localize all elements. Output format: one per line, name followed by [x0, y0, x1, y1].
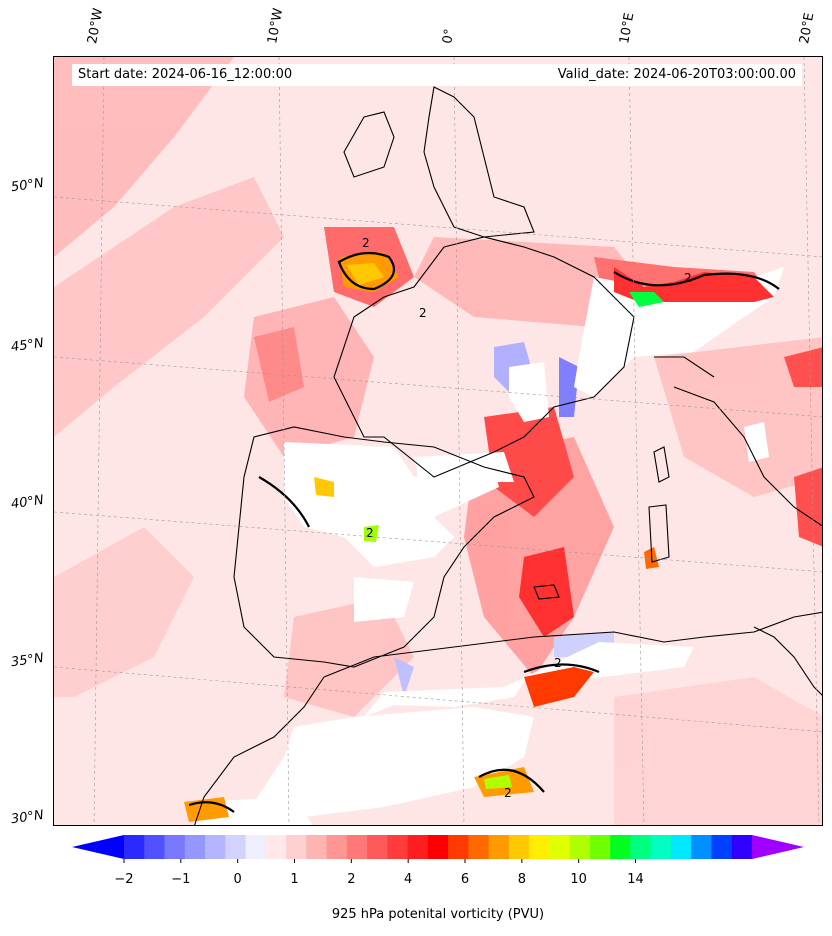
colorbar-segment: [488, 835, 510, 859]
lat-label-45n: 45°N: [10, 335, 45, 356]
colorbar-segment: [630, 835, 652, 859]
colorbar-segment: [711, 835, 733, 859]
lon-label-10w: 10°W: [265, 7, 287, 46]
lon-label-20w: 20°W: [85, 7, 107, 46]
colorbar-segment: [245, 835, 267, 859]
colorbar-tick-label: −1: [171, 872, 191, 887]
colorbar-tick-label: 0: [233, 872, 242, 887]
colorbar-segment: [448, 835, 469, 859]
colorbar-segment: [225, 835, 247, 859]
coastlines: [194, 86, 822, 825]
colorbar-tick-label: 8: [517, 872, 526, 887]
colorbar-tick-label: 4: [404, 872, 413, 887]
colorbar-segment: [731, 835, 753, 859]
lat-label-40n: 40°N: [10, 492, 45, 513]
lon-label-0: 0°: [440, 27, 458, 45]
valid-date-text: Valid_date: 2024-06-20T03:00:00.00: [557, 67, 796, 82]
contour-label: 2: [504, 786, 512, 800]
pv-shading-pink: [54, 57, 822, 825]
lon-label-10e: 10°E: [617, 11, 638, 45]
colorbar-tick-label: 6: [460, 872, 470, 887]
colorbar-segment: [326, 835, 348, 859]
colorbar-extend-high: [752, 835, 804, 859]
colorbar-segment: [610, 835, 631, 859]
colorbar-extend-low: [72, 835, 124, 859]
map-panel: 2 2 2 2 2 2: [53, 56, 823, 826]
colorbar-segment: [650, 835, 672, 859]
colorbar-segment: [407, 835, 429, 859]
lon-label-20e: 20°E: [797, 11, 818, 45]
colorbar-segment: [691, 835, 712, 859]
colorbar-segment: [529, 835, 550, 859]
colorbar-segment: [468, 835, 490, 859]
pv-2-contours: [188, 251, 780, 813]
colorbar-segment: [670, 835, 692, 859]
colorbar-segment: [367, 835, 388, 859]
colorbar-segment: [549, 835, 571, 859]
graticule: [54, 57, 822, 825]
colorbar-segment: [286, 835, 307, 859]
colorbar-segment: [306, 835, 328, 859]
pv-field-map: 2 2 2 2 2 2: [54, 57, 822, 825]
start-date-text: Start date: 2024-06-16_12:00:00: [78, 67, 293, 82]
colorbar-tick-label: 2: [347, 872, 356, 887]
lat-label-30n: 30°N: [10, 807, 45, 828]
colorbar-segment: [184, 835, 206, 859]
lat-label-35n: 35°N: [10, 650, 45, 671]
colorbar-segment: [205, 835, 226, 859]
colorbar-segment: [164, 835, 186, 859]
contour-label: 2: [419, 306, 427, 320]
colorbar-segment: [265, 835, 287, 859]
colorbar-segment: [508, 835, 530, 859]
colorbar-segment: [589, 835, 611, 859]
contour-labels: 2 2 2 2 2 2: [362, 236, 692, 800]
terrain-mask: [194, 267, 784, 825]
pv-high-edges: [184, 252, 774, 822]
date-info-bar: Start date: 2024-06-16_12:00:00 Valid_da…: [72, 64, 802, 86]
contour-label: 2: [366, 526, 374, 540]
colorbar: [72, 835, 804, 863]
colorbar-segment: [346, 835, 368, 859]
lat-label-50n: 50°N: [10, 175, 45, 196]
colorbar-segment: [427, 835, 449, 859]
colorbar-segment: [569, 835, 591, 859]
colorbar-tick-label: 10: [570, 872, 587, 887]
contour-label: 2: [554, 656, 562, 670]
contour-label: 2: [684, 271, 692, 285]
colorbar-tick-label: 14: [627, 872, 644, 887]
colorbar-segment: [387, 835, 409, 859]
colorbar-segment: [144, 835, 166, 859]
colorbar-tick-label: −2: [114, 872, 134, 887]
contour-label: 2: [362, 236, 370, 250]
colorbar-tick-label: 1: [290, 872, 299, 887]
colorbar-segment: [124, 835, 145, 859]
colorbar-label: 925 hPa potenital vorticity (PVU): [331, 907, 545, 922]
